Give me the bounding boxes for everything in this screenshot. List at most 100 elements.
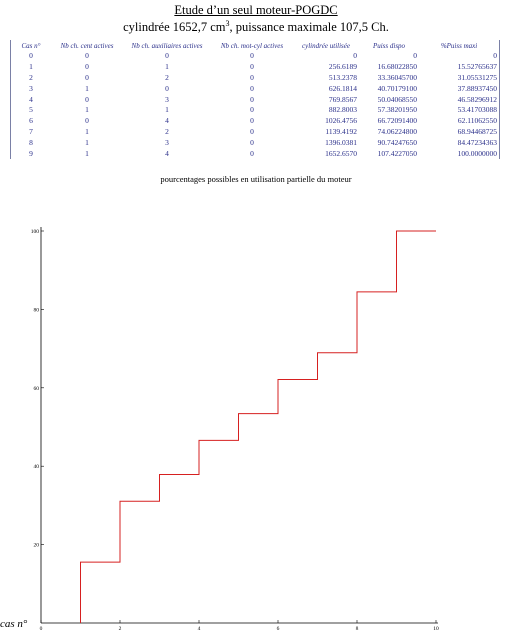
document-title: Etude d’un seul moteur-POGDC bbox=[174, 3, 338, 17]
column-header: Puiss dispo bbox=[372, 41, 406, 50]
table-cell: 1 bbox=[85, 126, 89, 136]
x-tick-label: 4 bbox=[198, 626, 201, 632]
table-row: 9 1 4 0 1652.6570 107.4227050 100.0000000 bbox=[11, 148, 499, 159]
table-cell: 0 bbox=[250, 94, 254, 104]
table-cell: 0 bbox=[165, 51, 169, 61]
table-cell: 4 bbox=[29, 94, 33, 104]
column-header: Nb ch. cent actives bbox=[60, 41, 114, 50]
y-tick-label: 20 bbox=[34, 543, 40, 549]
table-cell: 37.88937450 bbox=[457, 83, 497, 93]
table-cell: 0 bbox=[353, 51, 357, 61]
x-tick-label: 2 bbox=[119, 626, 122, 632]
column-header: Nb ch. mot-cyl actives bbox=[220, 41, 284, 50]
table-cell: 53.41703088 bbox=[457, 105, 497, 115]
table-cell: 2 bbox=[165, 126, 169, 136]
table-cell: 46.58296912 bbox=[457, 94, 497, 104]
table-cell: 882.8003 bbox=[328, 105, 357, 115]
table-cell: 4 bbox=[165, 148, 169, 158]
table-cell: 0 bbox=[250, 51, 254, 61]
table-cell: 1 bbox=[165, 62, 169, 72]
table-body: 0 0 0 0 0 0 0 1 0 1 0 256.6189 16.68022850 15.5276563… bbox=[11, 51, 499, 159]
table-cell: 74.06224800 bbox=[377, 126, 417, 136]
table-cell: 1 bbox=[85, 105, 89, 115]
table-cell: 50.04068550 bbox=[377, 94, 417, 104]
y-tick-label: 40 bbox=[34, 464, 40, 470]
table-cell: 0 bbox=[29, 51, 33, 61]
table-cell: 31.05531275 bbox=[457, 72, 497, 82]
table-cell: 33.36045700 bbox=[377, 72, 417, 82]
table-row: 4 0 3 0 769.8567 50.04068550 46.58296912 bbox=[11, 94, 499, 105]
results-table: Cas n° Nb ch. cent actives Nb ch. auxiliai… bbox=[10, 40, 500, 159]
table-row: 8 1 3 0 1396.0381 90.74247650 84.47234363 bbox=[11, 137, 499, 148]
column-header: Cas n° bbox=[21, 41, 41, 50]
document-subtitle: cylindrée 1652,7 cm3, puissance maximale… bbox=[0, 19, 512, 35]
table-cell: 1 bbox=[165, 105, 169, 115]
table-cell: 0 bbox=[250, 83, 254, 93]
table-cell: 0 bbox=[250, 116, 254, 126]
table-cell: 40.70179100 bbox=[377, 83, 417, 93]
table-header: Cas n° Nb ch. cent actives Nb ch. auxiliai… bbox=[11, 40, 499, 51]
x-axis-label: cas n° bbox=[0, 618, 28, 630]
table-cell: 0 bbox=[250, 126, 254, 136]
table-cell: 3 bbox=[165, 137, 169, 147]
table-cell: 2 bbox=[29, 72, 33, 82]
table-row: 7 1 2 0 1139.4192 74.06224800 68.94468725 bbox=[11, 127, 499, 138]
column-header: cylindrée utilisée bbox=[301, 41, 350, 50]
table-cell: 57.38201950 bbox=[377, 105, 417, 115]
table-cell: 0 bbox=[250, 62, 254, 72]
subtitle-text: cylindrée 1652,7 cm bbox=[123, 20, 226, 35]
table-cell: 100.0000000 bbox=[457, 148, 497, 158]
table-cell: 66.72091400 bbox=[377, 116, 417, 126]
table-cell: 0 bbox=[165, 83, 169, 93]
table-cell: 1 bbox=[29, 62, 33, 72]
column-header: %Puiss maxi bbox=[440, 41, 478, 50]
table-cell: 256.6189 bbox=[328, 62, 357, 72]
table-cell: 2 bbox=[165, 72, 169, 82]
x-tick-label: 6 bbox=[277, 626, 280, 632]
table-cell: 1 bbox=[85, 83, 89, 93]
table-cell: 6 bbox=[29, 116, 33, 126]
table-cell: 84.47234363 bbox=[457, 137, 497, 147]
y-tick-label: 80 bbox=[34, 307, 40, 313]
table-cell: 5 bbox=[29, 105, 33, 115]
table-row: 1 0 1 0 256.6189 16.68022850 15.52765637 bbox=[11, 62, 499, 73]
subtitle-text-end: , puissance maximale 107,5 Ch. bbox=[229, 20, 389, 35]
table-cell: 7 bbox=[29, 126, 33, 136]
x-tick-label: 0 bbox=[40, 626, 43, 632]
y-tick-label: 60 bbox=[34, 386, 40, 392]
table-cell: 1139.4192 bbox=[325, 126, 357, 136]
table-cell: 0 bbox=[85, 62, 89, 72]
table-cell: 62.11062550 bbox=[457, 116, 497, 126]
table-cell: 68.94468725 bbox=[457, 126, 497, 136]
table-row: 2 0 2 0 513.2378 33.36045700 31.05531275 bbox=[11, 73, 499, 84]
table-cell: 16.68022850 bbox=[377, 62, 417, 72]
table-cell: 4 bbox=[165, 116, 169, 126]
table-cell: 513.2378 bbox=[328, 72, 357, 82]
table-cell: 1396.0381 bbox=[325, 137, 357, 147]
x-tick-label: 10 bbox=[433, 626, 439, 632]
table-row: 3 1 0 0 626.1814 40.70179100 37.88937450 bbox=[11, 83, 499, 94]
x-tick-label: 8 bbox=[356, 626, 359, 632]
subtitle-exponent: 3 bbox=[225, 19, 230, 28]
table-cell: 3 bbox=[29, 83, 33, 93]
table-cell: 15.52765637 bbox=[457, 62, 497, 72]
table-cell: 0 bbox=[85, 94, 89, 104]
table-row: 6 0 4 0 1026.4756 66.72091400 62.11062550 bbox=[11, 116, 499, 127]
table-cell: 8 bbox=[29, 137, 33, 147]
table-cell: 0 bbox=[493, 51, 497, 61]
table-cell: 769.8567 bbox=[328, 94, 357, 104]
column-header: Nb ch. auxiliaires actives bbox=[131, 41, 203, 50]
table-cell: 0 bbox=[250, 105, 254, 115]
table-cell: 0 bbox=[250, 137, 254, 147]
table-cell: 0 bbox=[85, 116, 89, 126]
table-cell: 90.74247650 bbox=[377, 137, 417, 147]
table-cell: 0 bbox=[413, 51, 417, 61]
table-cell: 0 bbox=[250, 72, 254, 82]
table-cell: 0 bbox=[85, 72, 89, 82]
table-cell: 1026.4756 bbox=[325, 116, 357, 126]
table-cell: 1 bbox=[85, 137, 89, 147]
table-row: 0 0 0 0 0 0 0 bbox=[11, 51, 499, 62]
table-cell: 0 bbox=[85, 51, 89, 61]
table-cell: 1652.6570 bbox=[325, 148, 357, 158]
table-cell: 9 bbox=[29, 148, 33, 158]
